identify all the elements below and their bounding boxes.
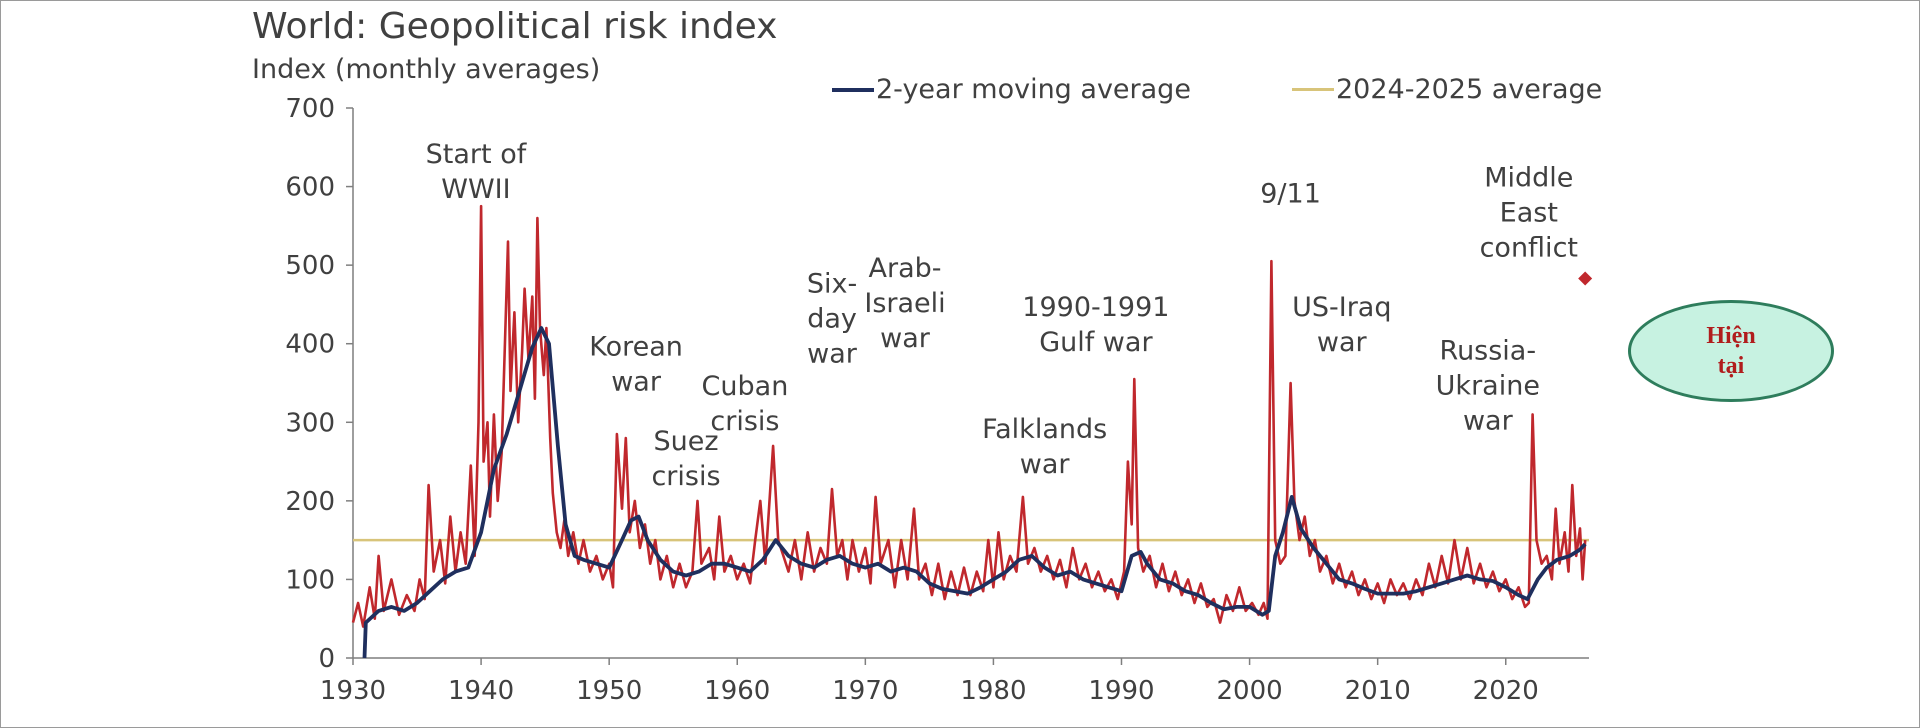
y-tick-label: 500 (285, 251, 335, 281)
legend-label-period-average: 2024-2025 average (1336, 74, 1603, 105)
moving-average-line (362, 326, 1587, 659)
y-tick-label: 0 (318, 644, 335, 674)
axes: 0 100 200 300 400 500 600 700 1930 1940 1950 1960 19… (285, 94, 1589, 706)
event-annotation: Suez crisis (651, 426, 720, 492)
event-annotation-line: Middle (1484, 163, 1573, 194)
event-annotation-line: Korean (589, 332, 683, 363)
latest-marker-layer (1578, 271, 1593, 286)
event-annotation: Falklands war (982, 414, 1107, 480)
monthly-series-layer (351, 204, 1587, 628)
latest-value-marker (1578, 271, 1593, 286)
event-annotation: 1990-1991 Gulf war (1022, 292, 1169, 358)
y-tick-label: 600 (285, 173, 335, 203)
event-annotation-line: war (1463, 405, 1514, 436)
event-annotation-line: East (1500, 198, 1558, 229)
moving-average-layer (362, 326, 1587, 659)
event-annotation-line: US-Iraq (1292, 292, 1391, 323)
event-annotation-line: war (880, 323, 931, 354)
x-tick-label: 1950 (576, 676, 642, 706)
event-annotation-line: crisis (651, 461, 720, 492)
x-tick-label: 2010 (1345, 676, 1411, 706)
event-annotation-line: Israeli (864, 288, 945, 319)
x-tick-label: 1960 (704, 676, 770, 706)
event-annotation: Start of WWII (426, 139, 528, 205)
monthly-index-line (351, 204, 1587, 628)
event-annotation: 9/11 (1260, 178, 1321, 209)
current-badge: Hiện tại (1628, 300, 1834, 402)
event-annotation-line: Cuban (702, 371, 789, 402)
legend-swatch-moving-average (832, 87, 874, 92)
event-annotation: Russia- Ukraine war (1436, 335, 1540, 436)
x-tick-label: 1930 (320, 676, 386, 706)
event-annotation-line: Gulf war (1039, 327, 1153, 358)
event-annotation-line: Start of (426, 139, 528, 170)
y-tick-label: 300 (285, 408, 335, 438)
x-tick-label: 2000 (1216, 676, 1282, 706)
event-annotation-line: 9/11 (1260, 178, 1321, 209)
y-tick-label: 200 (285, 487, 335, 517)
y-axis-label: Index (monthly averages) (252, 54, 601, 85)
event-annotation-line: Arab- (869, 253, 942, 284)
event-annotation: US-Iraq war (1292, 292, 1391, 358)
event-annotation-line: Falklands (982, 414, 1107, 445)
y-tick-label: 400 (285, 330, 335, 360)
event-annotation-line: WWII (441, 174, 510, 205)
legend-label-moving-average: 2-year moving average (876, 74, 1191, 105)
event-annotation: Middle East conflict (1480, 163, 1578, 264)
event-annotation-line: 1990-1991 (1022, 292, 1169, 323)
event-annotation-line: war (1020, 449, 1071, 480)
event-annotation-line: war (611, 367, 662, 398)
event-annotation-line: war (1317, 327, 1368, 358)
legend-period-average: 2024-2025 average (1292, 74, 1602, 105)
current-badge-label: Hiện tại (1706, 323, 1756, 379)
event-annotation-line: Ukraine (1436, 370, 1540, 401)
event-annotation-line: war (807, 339, 858, 370)
legend-moving-average: 2-year moving average (832, 74, 1191, 105)
event-annotation-line: conflict (1480, 233, 1578, 264)
event-annotation-line: day (807, 304, 857, 335)
x-tick-label: 1990 (1088, 676, 1154, 706)
y-tick-label: 100 (285, 565, 335, 595)
x-tick-label: 1940 (448, 676, 514, 706)
chart-title: World: Geopolitical risk index (252, 6, 778, 47)
x-tick-label: 1970 (832, 676, 898, 706)
event-annotation-line: crisis (710, 406, 779, 437)
event-annotation-line: Russia- (1440, 335, 1537, 366)
event-annotation: Six-day war (807, 269, 858, 370)
event-annotation-line: Suez (653, 426, 718, 457)
event-annotation: Arab- Israeli war (864, 253, 945, 354)
event-annotation: Korean war (589, 332, 683, 398)
y-tick-label: 700 (285, 94, 335, 124)
event-annotation-line: Six- (807, 269, 857, 300)
event-annotation: Cuban crisis (702, 371, 789, 437)
x-tick-label: 1980 (960, 676, 1026, 706)
legend-swatch-period-average (1292, 88, 1334, 91)
x-tick-label: 2020 (1473, 676, 1539, 706)
